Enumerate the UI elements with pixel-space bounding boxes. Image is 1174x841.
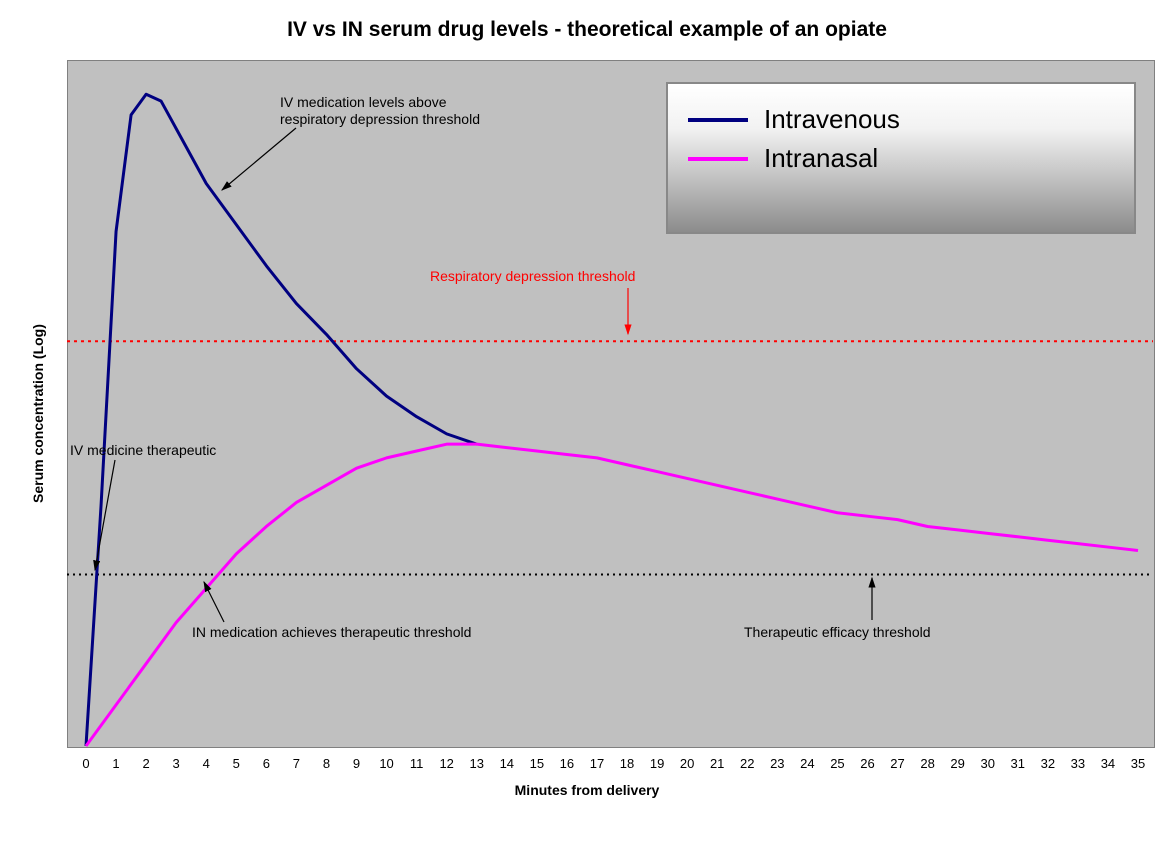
legend-item-intravenous: Intravenous — [688, 104, 1114, 135]
chart-page: IV vs IN serum drug levels - theoretical… — [0, 0, 1174, 841]
legend-label-intranasal: Intranasal — [764, 143, 878, 174]
annotation-resp-threshold: Respiratory depression threshold — [430, 268, 635, 285]
legend-label-intravenous: Intravenous — [764, 104, 900, 135]
series-intravenous — [86, 94, 477, 746]
series-intranasal — [86, 444, 1138, 746]
annotation-iv-above: IV medication levels above respiratory d… — [280, 94, 480, 128]
legend-swatch-intranasal — [688, 157, 748, 161]
legend-item-intranasal: Intranasal — [688, 143, 1114, 174]
arrow-iv_above — [222, 128, 296, 190]
legend-swatch-intravenous — [688, 118, 748, 122]
legend: Intravenous Intranasal — [666, 82, 1136, 234]
annotation-in-therapeutic: IN medication achieves therapeutic thres… — [192, 624, 471, 641]
threshold-lines — [67, 341, 1153, 574]
annotation-ther-threshold: Therapeutic efficacy threshold — [744, 624, 931, 641]
arrow-iv_therapeutic — [95, 460, 115, 570]
arrow-in_therapeutic — [204, 582, 224, 622]
annotation-iv-therapeutic: IV medicine therapeutic — [70, 442, 216, 459]
